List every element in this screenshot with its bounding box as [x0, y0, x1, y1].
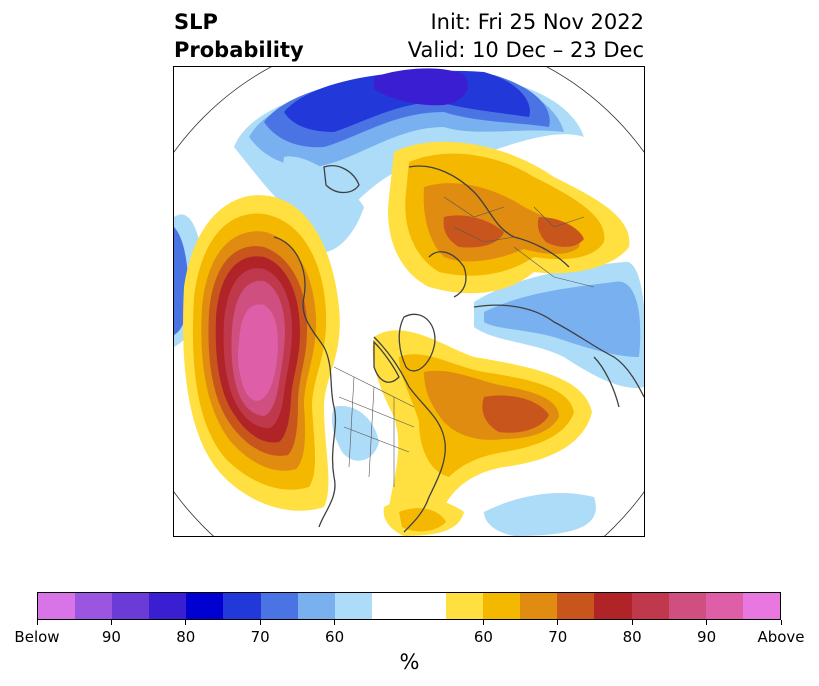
border-states-grid-2	[343, 426, 410, 453]
coast-europe	[408, 165, 570, 268]
colorbar-segment	[446, 593, 484, 619]
map-svg	[174, 67, 644, 536]
blue-region-us-west	[331, 406, 379, 461]
colorbar-segment	[557, 593, 595, 619]
coast-siberia	[473, 304, 644, 398]
colorbar-tick-label: 60	[473, 628, 493, 646]
colorbar-tick-labels: Below 90 80 70 60 60 70 80 90 Above	[0, 628, 819, 648]
colorbar-segment	[223, 593, 261, 619]
colorbar-segment	[705, 593, 743, 619]
colorbar-tick-mark	[110, 620, 112, 625]
title-left: SLP Probability	[174, 8, 304, 64]
colorbar-tick-label: 70	[250, 628, 270, 646]
colorbar-segment	[112, 593, 150, 619]
colorbar-segment	[260, 593, 298, 619]
colorbar-tick-mark	[631, 620, 633, 625]
colorbar	[37, 592, 781, 620]
colorbar-tick-mark	[185, 620, 187, 625]
colorbar-tick-label: 90	[697, 628, 717, 646]
colorbar-segment	[75, 593, 113, 619]
title-type: Probability	[174, 38, 304, 62]
title-variable: SLP	[174, 10, 218, 34]
border-states-grid-1	[338, 396, 415, 428]
colorbar-tick-label: Above	[757, 628, 805, 646]
colorbar-segment	[408, 593, 447, 619]
colorbar-tick-mark	[482, 620, 484, 625]
blue-region-asia-2	[484, 281, 641, 357]
border-europe-1	[443, 196, 505, 218]
colorbar-segment	[38, 593, 76, 619]
colorbar-tick-label: 60	[325, 628, 345, 646]
border-asia-1	[513, 246, 595, 288]
colorbar-segment	[631, 593, 669, 619]
borders	[333, 196, 595, 487]
border-states-grid-4	[368, 386, 375, 478]
colorbar-segment	[742, 593, 780, 619]
colorbar-ticks	[0, 620, 819, 626]
colorbar-segment	[483, 593, 521, 619]
coastlines	[273, 165, 644, 533]
coast-alaska	[273, 236, 337, 528]
colorbar-tick-label: 80	[622, 628, 642, 646]
colorbar-tick-label: 70	[548, 628, 568, 646]
blue-region-arctic-5	[374, 68, 468, 106]
colorbar-segment	[668, 593, 706, 619]
colorbar-segment	[186, 593, 224, 619]
probability-shading	[174, 68, 644, 536]
colorbar-tick-mark	[36, 620, 38, 625]
border-europe-2	[453, 226, 515, 243]
colorbar-tick-mark	[706, 620, 708, 625]
coast-arctic-islands	[323, 165, 360, 194]
colorbar-tick-mark	[557, 620, 559, 625]
colorbar-unit: %	[399, 650, 420, 674]
coast-north-america-east	[373, 336, 446, 533]
colorbar-segment	[371, 593, 409, 619]
coast-scandinavia	[428, 251, 467, 298]
pink-region-pacific	[238, 304, 278, 401]
colorbar-tick-label: Below	[14, 628, 60, 646]
rust-region-atlantic	[482, 395, 549, 433]
init-date: Init: Fri 25 Nov 2022	[430, 10, 644, 34]
rust-region-eurasia	[443, 215, 504, 248]
colorbar-tick-mark	[334, 620, 336, 625]
valid-range: Valid: 10 Dec – 23 Dec	[407, 38, 644, 62]
coast-japan	[593, 356, 620, 408]
rust-region-urals	[537, 217, 584, 247]
probability-map	[173, 66, 645, 537]
title-right: Init: Fri 25 Nov 2022 Valid: 10 Dec – 23…	[408, 8, 644, 64]
colorbar-tick-label: 90	[101, 628, 121, 646]
colorbar-tick-label: 80	[176, 628, 196, 646]
colorbar-tick-mark	[780, 620, 782, 625]
colorbar-segment	[594, 593, 632, 619]
colorbar-tick-mark	[259, 620, 261, 625]
blue-region-atlantic	[484, 492, 596, 536]
border-asia-2	[533, 206, 585, 228]
colorbar-segment	[149, 593, 187, 619]
coast-greenland	[398, 313, 436, 372]
colorbar-segment	[334, 593, 372, 619]
colorbar-segment	[297, 593, 335, 619]
border-states-grid-3	[348, 376, 355, 468]
coast-hudson-bay	[373, 340, 400, 383]
colorbar-segment	[520, 593, 558, 619]
